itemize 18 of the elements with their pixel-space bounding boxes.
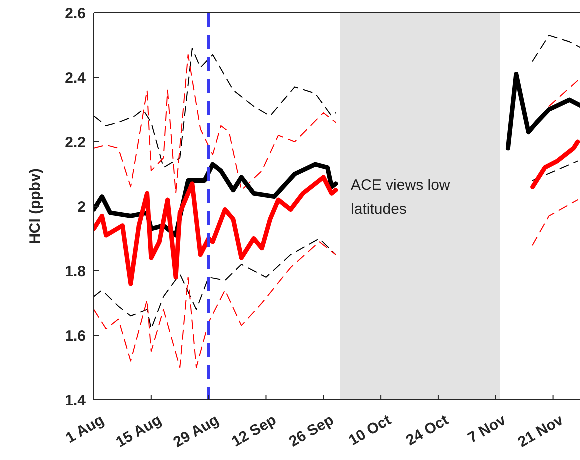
y-tick-label: 2.4 — [65, 70, 87, 87]
x-tick-label: 21 Nov — [515, 412, 568, 452]
x-tick-label: 1 Aug — [63, 412, 108, 448]
y-tick-label: 2.2 — [65, 134, 86, 152]
y-tick-label: 1.8 — [65, 263, 86, 280]
x-tick-label: 15 Aug — [113, 412, 165, 452]
x-tick-label: 7 Nov — [465, 412, 510, 447]
y-tick-label: 2.6 — [65, 5, 86, 22]
x-tick-label: 10 Oct — [346, 412, 394, 450]
band-label: ACE views low latitudes — [351, 177, 450, 218]
y-tick-label: 1.4 — [65, 392, 87, 410]
y-tick-label: 1.6 — [65, 328, 86, 345]
x-tick-label: 24 Oct — [404, 412, 452, 450]
x-tick-label: 12 Sep — [229, 412, 280, 451]
y-axis-title: HCl (ppbv) — [27, 168, 44, 244]
x-tick-label: 29 Aug — [170, 412, 222, 452]
y-tick-label: 2 — [78, 198, 86, 216]
x-tick-label: 26 Sep — [286, 412, 337, 451]
